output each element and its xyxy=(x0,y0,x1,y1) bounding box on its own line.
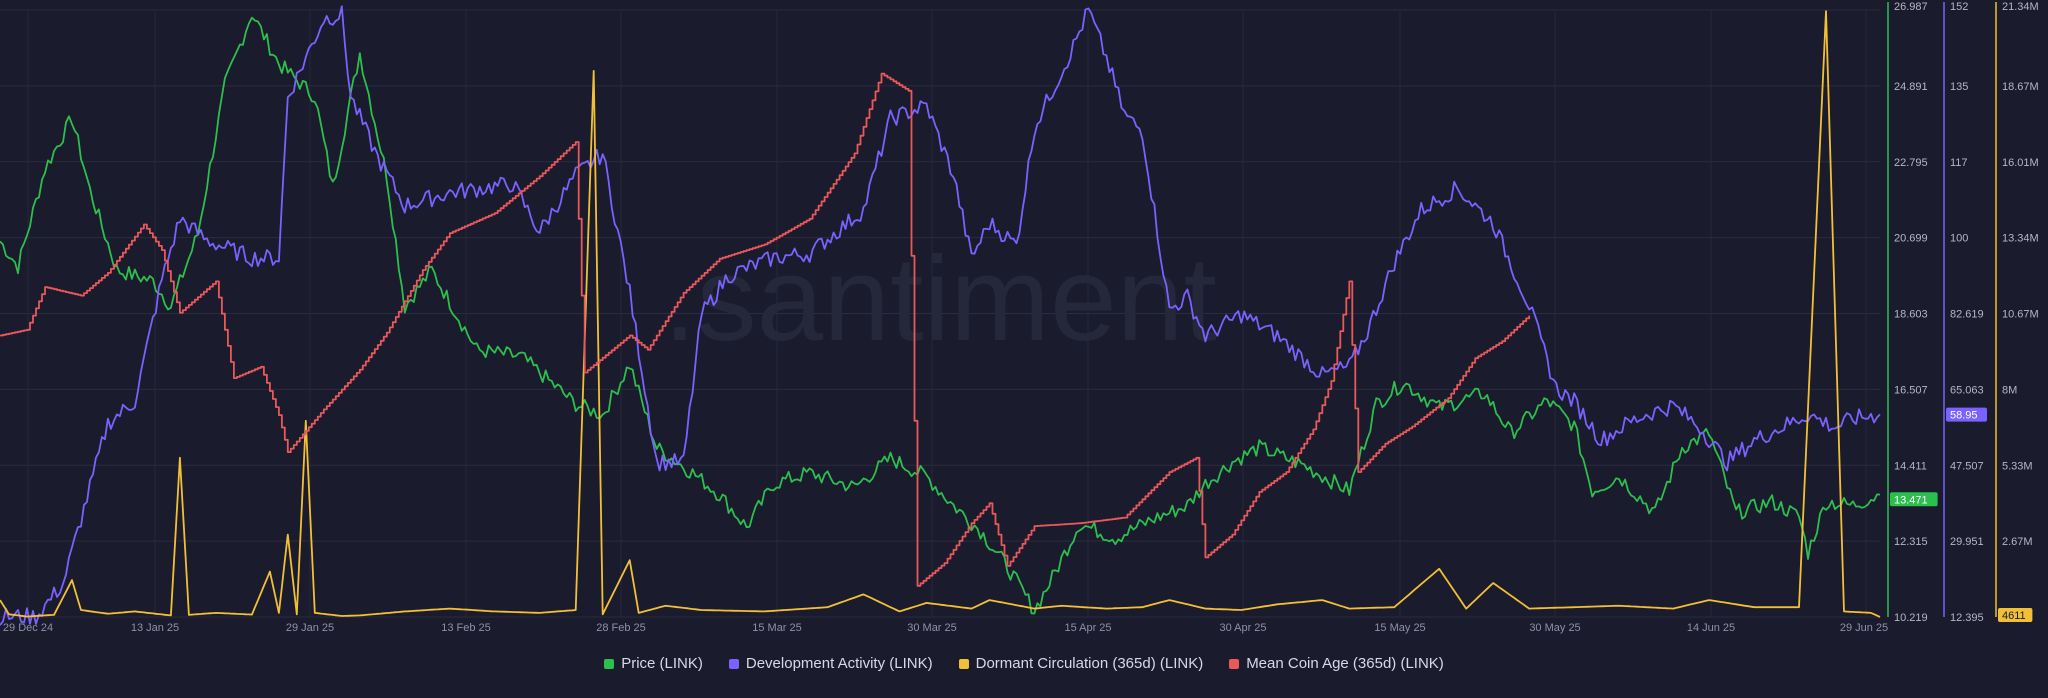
x-axis: 29 Dec 24 13 Jan 25 29 Jan 25 13 Feb 25 28 F… xyxy=(3,622,1888,634)
watermark: .santiment xyxy=(663,232,1217,366)
legend-swatch xyxy=(728,658,739,669)
axis-tick-label: 47.507 xyxy=(1950,460,1984,472)
current-value-badge-dormant xyxy=(1998,608,2033,622)
axis-tick-label: 135 xyxy=(1950,81,1968,93)
axis-tick-label: 100 xyxy=(1950,233,1968,245)
x-tick-label: 13 Feb 25 xyxy=(441,622,491,634)
current-value-badge-price xyxy=(1890,492,1938,507)
axis-tick-label: 22.795 xyxy=(1894,157,1928,169)
x-tick-label: 14 Jun 25 xyxy=(1687,622,1735,634)
axis-tick-label: 12.395 xyxy=(1950,612,1984,624)
axis-tick-label: 65.063 xyxy=(1950,384,1984,396)
axis-tick-label: 18.67M xyxy=(2002,81,2039,93)
legend-item[interactable]: Mean Coin Age (365d) (LINK) xyxy=(1229,655,1444,672)
x-tick-label: 29 Jan 25 xyxy=(286,622,334,634)
axis-tick-label: 117 xyxy=(1950,157,1968,169)
legend-item[interactable]: Development Activity (LINK) xyxy=(728,655,933,672)
legend-label: Dormant Circulation (365d) (LINK) xyxy=(975,655,1204,672)
legend-swatch xyxy=(958,658,969,669)
x-tick-label: 29 Dec 24 xyxy=(3,622,53,634)
axis-tick-label: 82.619 xyxy=(1950,309,1984,321)
series-layer xyxy=(0,5,1881,626)
current-value-badge-dev xyxy=(1946,407,1987,422)
series-line-2 xyxy=(0,10,1881,618)
series-line-0 xyxy=(0,16,1881,615)
axis-tick-label: 8M xyxy=(2002,384,2017,396)
axis-tick-label: 2.67M xyxy=(2002,536,2033,548)
axis-tick-label: 5.33M xyxy=(2002,460,2033,472)
x-tick-label: 15 May 25 xyxy=(1374,622,1425,634)
legend-label: Mean Coin Age (365d) (LINK) xyxy=(1246,655,1444,672)
current-value-label: 58.95 xyxy=(1950,410,1978,422)
current-value-label: 4611 xyxy=(2002,610,2026,622)
legend-item[interactable]: Price (LINK) xyxy=(604,655,703,672)
legend-item[interactable]: Dormant Circulation (365d) (LINK) xyxy=(958,655,1204,672)
axis-tick-label: 29.951 xyxy=(1950,536,1984,548)
x-tick-label: 13 Jan 25 xyxy=(131,622,179,634)
x-tick-label: 28 Feb 25 xyxy=(596,622,646,634)
x-tick-label: 30 Apr 25 xyxy=(1219,622,1266,634)
x-tick-label: 15 Mar 25 xyxy=(752,622,802,634)
x-tick-label: 29 Jun 25 xyxy=(1840,622,1888,634)
axis-tick-label: 13.34M xyxy=(2002,233,2039,245)
axis-tick-label: 24.891 xyxy=(1894,81,1928,93)
legend: Price (LINK) Development Activity (LINK) D… xyxy=(0,655,2048,672)
series-line-1 xyxy=(0,5,1881,626)
axis-tick-label: 10.67M xyxy=(2002,309,2039,321)
x-tick-label: 30 Mar 25 xyxy=(907,622,957,634)
series-line-3 xyxy=(0,72,1531,587)
axis-tick-label: 14.411 xyxy=(1894,460,1927,472)
legend-label: Development Activity (LINK) xyxy=(745,655,933,672)
axis-tick-label: 152 xyxy=(1950,1,1968,13)
legend-label: Price (LINK) xyxy=(621,655,703,672)
axis-tick-label: 12.315 xyxy=(1894,536,1928,548)
axis-tick-label: 26.987 xyxy=(1894,1,1928,13)
axis-tick-label: 18.603 xyxy=(1894,309,1928,321)
axis-layer: 26.987 24.891 22.795 20.699 18.603 16.507 14.4… xyxy=(1887,1,2039,624)
axis-tick-label: 10.219 xyxy=(1894,612,1928,624)
legend-swatch xyxy=(1229,658,1240,669)
axis-tick-label: 20.699 xyxy=(1894,233,1928,245)
axis-tick-label: 16.507 xyxy=(1894,384,1928,396)
x-tick-label: 15 Apr 25 xyxy=(1064,622,1111,634)
axis-tick-label: 21.34M xyxy=(2002,1,2039,13)
axis-tick-label: 16.01M xyxy=(2002,157,2039,169)
x-tick-label: 30 May 25 xyxy=(1529,622,1580,634)
legend-swatch xyxy=(604,658,615,669)
current-value-label: 13.471 xyxy=(1894,494,1928,506)
